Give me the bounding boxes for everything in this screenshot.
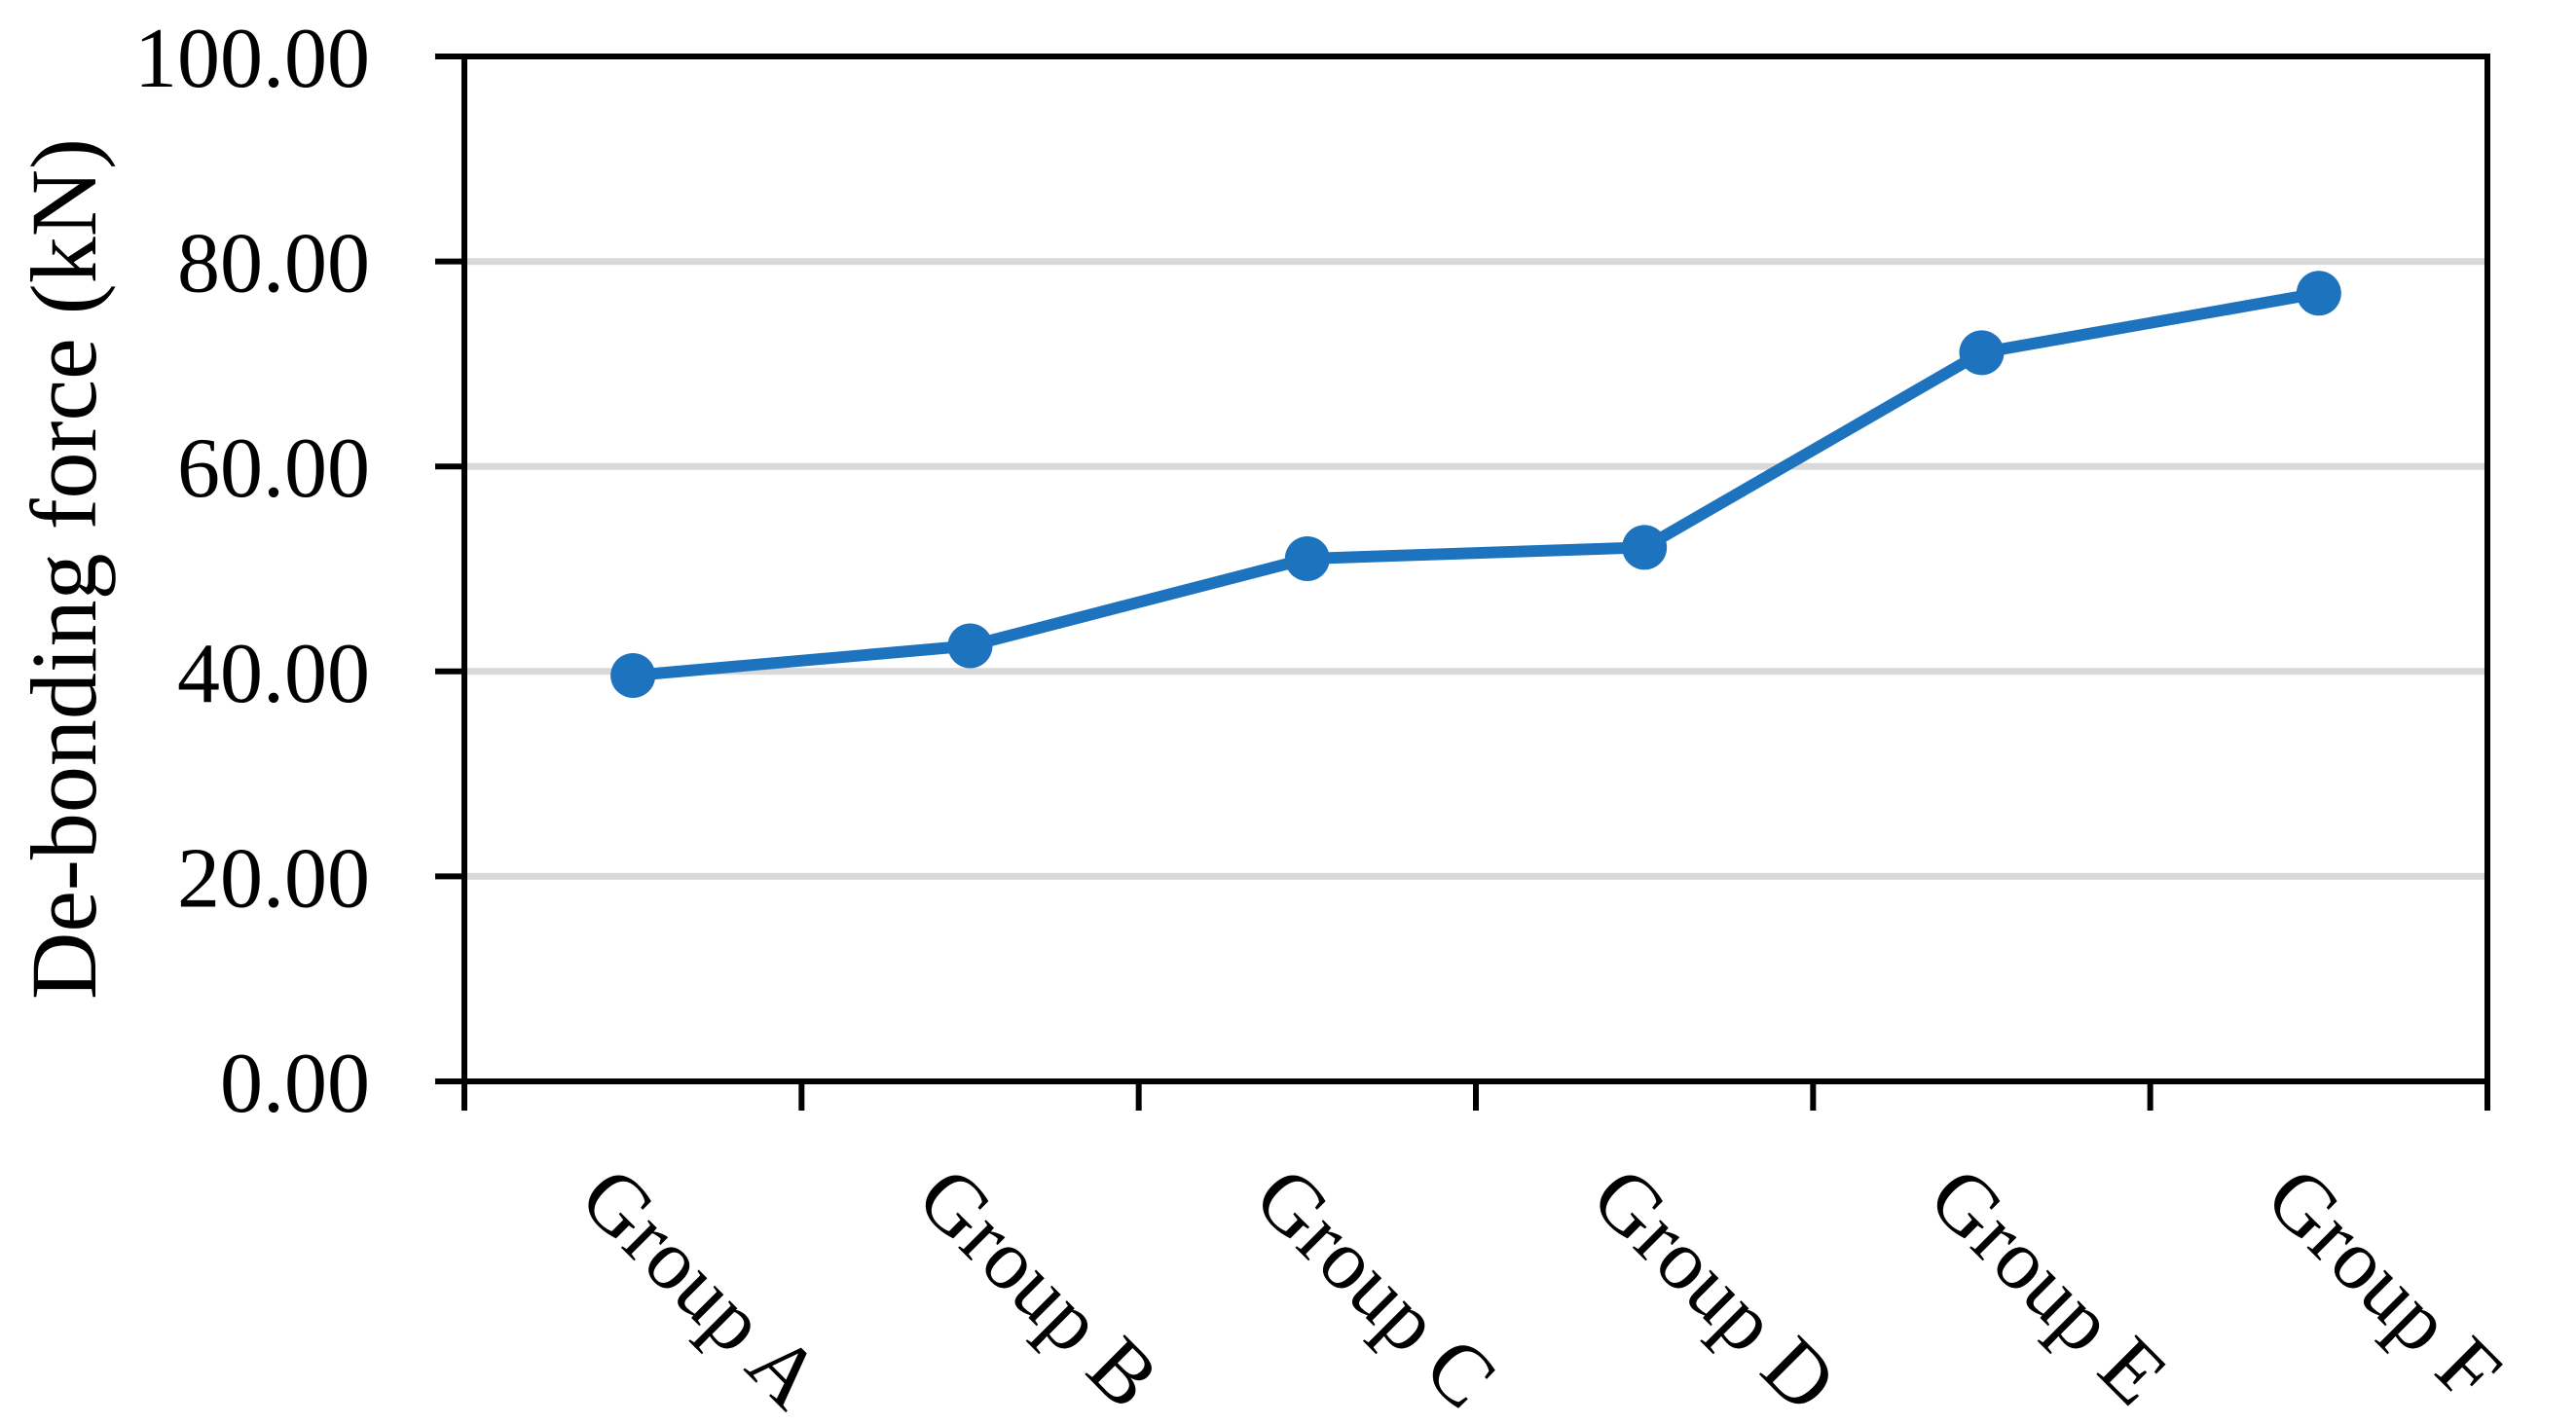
data-point-group-f (2296, 271, 2341, 316)
data-point-group-a (610, 653, 656, 699)
y-axis-title-group: De-bonding force (kN) (12, 138, 116, 1000)
data-point-group-d (1622, 525, 1668, 570)
y-tick-label: 100.00 (134, 12, 370, 106)
y-tick-label: 20.00 (177, 831, 370, 926)
y-tick-label: 80.00 (177, 217, 370, 311)
y-tick-label: 60.00 (177, 421, 370, 516)
y-tick-label: 40.00 (177, 627, 370, 721)
y-tick-label: 0.00 (220, 1037, 370, 1131)
data-line (627, 287, 2325, 682)
data-point-group-b (947, 623, 993, 669)
data-point-group-c (1284, 535, 1330, 581)
y-axis-title: De-bonding force (kN) (12, 138, 116, 1000)
data-point-group-e (1959, 330, 2005, 376)
